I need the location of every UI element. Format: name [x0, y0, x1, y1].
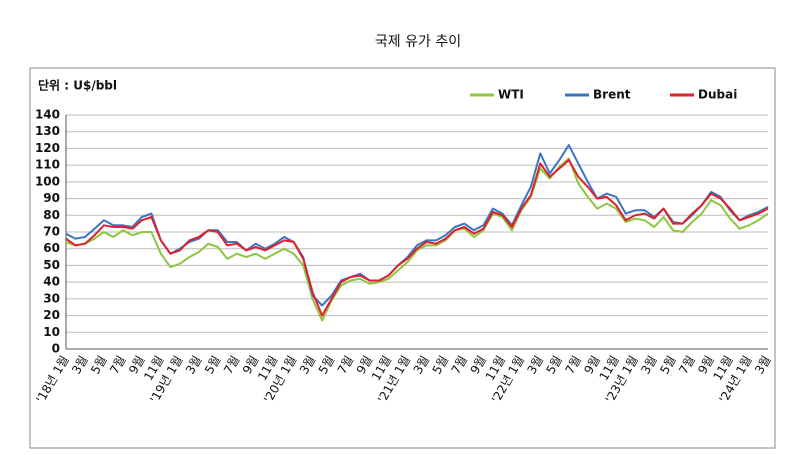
x-tick-label: 5월 — [657, 353, 678, 376]
y-tick-label: 30 — [43, 291, 60, 305]
x-tick-label: 7월 — [449, 353, 470, 376]
y-tick-label: 90 — [43, 191, 60, 205]
x-tick-label: 7월 — [221, 353, 242, 376]
y-tick-label: 50 — [43, 258, 60, 272]
y-tick-label: 0 — [52, 342, 60, 356]
y-tick-label: 110 — [35, 158, 60, 172]
y-tick-label: 130 — [35, 124, 60, 138]
x-tick-label: 5월 — [202, 353, 223, 376]
x-tick-label: '18년 1월 — [33, 353, 71, 405]
legend-label: Dubai — [698, 88, 737, 102]
series-line — [65, 144, 769, 307]
y-tick-label: 120 — [35, 141, 60, 155]
x-tick-label: 7월 — [562, 353, 583, 376]
series-line — [65, 159, 769, 317]
y-tick-label: 20 — [43, 308, 60, 322]
series-line — [65, 157, 769, 322]
y-tick-label: 10 — [43, 325, 60, 339]
x-tick-label: 3월 — [411, 353, 432, 376]
x-tick-label: 3월 — [69, 353, 90, 376]
y-tick-label: 140 — [35, 108, 60, 122]
x-tick-label: 3월 — [183, 353, 204, 376]
y-tick-label: 40 — [43, 275, 60, 289]
x-tick-label: 5월 — [88, 353, 109, 376]
x-tick-label: 7월 — [107, 353, 128, 376]
x-tick-label: 5월 — [430, 353, 451, 376]
x-tick-label: 5월 — [316, 353, 337, 376]
chart-frame — [29, 67, 776, 449]
y-tick-label: 70 — [43, 225, 60, 239]
unit-label: 단위 : U$/bbl — [38, 78, 117, 93]
y-tick-label: 60 — [43, 241, 60, 255]
x-tick-label: 5월 — [543, 353, 564, 376]
chart-title: 국제 유가 추이 — [375, 34, 461, 50]
x-tick-label: 3월 — [524, 353, 545, 376]
x-tick-label: 7월 — [335, 353, 356, 376]
x-tick-label: 7월 — [676, 353, 697, 376]
x-tick-label: 3월 — [638, 353, 659, 376]
y-tick-label: 100 — [35, 174, 60, 188]
legend-label: WTI — [498, 88, 524, 102]
x-tick-label: 3월 — [752, 353, 773, 376]
y-tick-label: 80 — [43, 208, 60, 222]
legend-label: Brent — [593, 88, 631, 102]
x-tick-label: 3월 — [297, 353, 318, 376]
